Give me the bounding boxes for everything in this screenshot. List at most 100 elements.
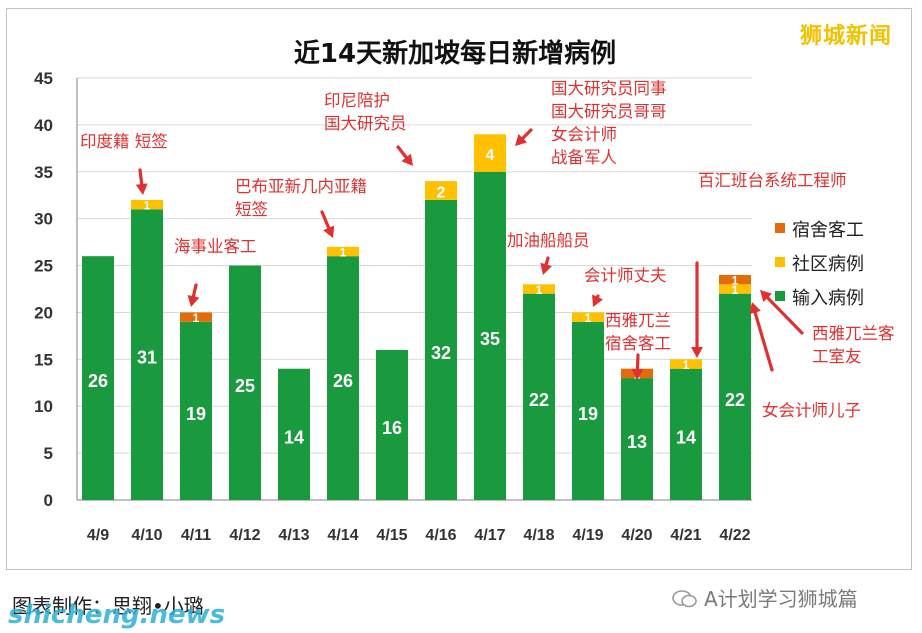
legend-label: 输入病例 xyxy=(792,288,864,309)
data-label: 22 xyxy=(725,390,745,410)
data-label: 4 xyxy=(486,147,495,164)
annotation-text: 短签 xyxy=(235,200,268,219)
data-label: 2 xyxy=(437,185,446,202)
annotation-text: 国大研究员 xyxy=(324,114,407,133)
data-label: 32 xyxy=(431,343,451,363)
annotation-text: 西雅兀兰客 xyxy=(812,324,895,343)
bar-segment xyxy=(376,349,408,500)
annotation-text: 巴布亚新几内亚籍 xyxy=(235,177,367,196)
annotation-arrowhead xyxy=(187,294,200,307)
bar-segment xyxy=(327,246,359,257)
data-label: 19 xyxy=(578,404,598,424)
wechat-icon xyxy=(672,590,697,608)
y-tick-label: 5 xyxy=(44,444,53,463)
data-label: 19 xyxy=(186,404,206,424)
bar-segment xyxy=(131,209,163,501)
bar-segment xyxy=(572,321,604,500)
bar-segment xyxy=(474,171,506,500)
annotation-text: 宿舍客工 xyxy=(605,334,671,353)
annotation-arrowhead xyxy=(135,183,148,195)
annotation-text: 印尼陪护 xyxy=(324,91,390,110)
legend-swatch xyxy=(775,257,785,267)
bar-segment xyxy=(131,199,163,210)
annotation-arrowhead xyxy=(323,225,335,238)
legend-swatch xyxy=(775,291,785,301)
y-tick-label: 40 xyxy=(34,116,53,135)
annotation-text: 西雅兀兰 xyxy=(605,311,671,330)
watermark-logo: 狮城新闻 xyxy=(800,24,893,49)
bar-segment xyxy=(670,368,702,500)
x-tick-label: 4/11 xyxy=(181,527,211,544)
data-label: 14 xyxy=(284,427,304,447)
annotation-arrowhead xyxy=(515,133,528,146)
data-label: 26 xyxy=(88,371,108,391)
x-tick-label: 4/16 xyxy=(425,527,456,544)
data-label: 26 xyxy=(333,371,353,391)
x-tick-label: 4/17 xyxy=(474,527,505,544)
data-label: 1 xyxy=(585,311,592,325)
bar-segment xyxy=(719,284,751,294)
annotation-arrow xyxy=(191,283,198,298)
annotation-arrow xyxy=(320,210,331,230)
annotation-text: 国大研究员哥哥 xyxy=(551,102,667,121)
y-tick-label: 0 xyxy=(44,491,53,510)
x-tick-label: 4/15 xyxy=(376,527,407,544)
annotation-text: 工室友 xyxy=(812,347,862,366)
y-tick-label: 30 xyxy=(34,210,53,229)
x-tick-label: 4/22 xyxy=(719,527,750,544)
bar-segment xyxy=(82,256,114,500)
annotation-text: 海事业客工 xyxy=(174,237,257,256)
annotation-arrowhead xyxy=(592,294,604,307)
annotation-text: 会计师丈夫 xyxy=(584,266,667,285)
bar-segment xyxy=(572,312,604,322)
annotation-arrow xyxy=(544,256,550,267)
data-label: 16 xyxy=(382,418,402,438)
y-tick-label: 45 xyxy=(34,69,53,88)
chart-credit: 图表制作：思翔•小璐 xyxy=(12,594,204,618)
annotation-arrow xyxy=(138,168,144,186)
bar-segment xyxy=(474,134,506,172)
wechat-brand-label: A计划学习狮城篇 xyxy=(704,587,858,611)
bar-segment xyxy=(229,265,261,500)
data-label: 1 xyxy=(144,199,151,213)
bar-segment xyxy=(425,199,457,500)
bar-segment xyxy=(180,312,212,322)
data-label: 25 xyxy=(235,376,255,396)
bar-segment xyxy=(425,181,457,200)
legend-swatch xyxy=(775,223,785,233)
y-tick-label: 20 xyxy=(34,303,53,322)
annotation-arrow xyxy=(766,296,804,335)
annotation-text: 百汇班台系统工程师 xyxy=(698,171,847,190)
annotation-arrowhead xyxy=(631,368,644,380)
bar-segment xyxy=(719,293,751,500)
chart-title: 近14天新加坡每日新增病例 xyxy=(294,38,616,69)
annotation-arrowhead xyxy=(749,302,761,315)
x-tick-label: 4/21 xyxy=(670,527,701,544)
bar-segment xyxy=(327,256,359,500)
chart-frame xyxy=(6,8,912,570)
annotation-arrowhead xyxy=(401,153,413,166)
data-label: 1 xyxy=(536,283,543,297)
x-tick-label: 4/19 xyxy=(572,527,603,544)
x-tick-label: 4/13 xyxy=(278,527,309,544)
bar-segment xyxy=(180,321,212,500)
wechat-brand: A计划学习狮城篇 xyxy=(672,583,858,612)
annotation-text: 加油船船员 xyxy=(507,231,590,250)
annotation-text: 女会计师 xyxy=(551,125,617,144)
legend-label: 社区病例 xyxy=(792,254,864,275)
y-tick-label: 10 xyxy=(34,397,53,416)
data-label: 13 xyxy=(627,432,647,452)
annotation-text: 战备军人 xyxy=(551,148,617,167)
y-tick-label: 15 xyxy=(34,350,53,369)
x-tick-label: 4/20 xyxy=(621,527,652,544)
data-label: 31 xyxy=(137,348,157,368)
x-tick-label: 4/9 xyxy=(87,527,109,544)
data-label: 35 xyxy=(480,329,500,349)
bar-segment xyxy=(719,274,751,285)
x-tick-label: 4/10 xyxy=(131,527,162,544)
annotation-arrowhead xyxy=(760,290,772,303)
annotation-text: 女会计师儿子 xyxy=(762,401,861,420)
bar-segment xyxy=(523,284,555,294)
annotation-text: 国大研究员同事 xyxy=(551,79,667,98)
